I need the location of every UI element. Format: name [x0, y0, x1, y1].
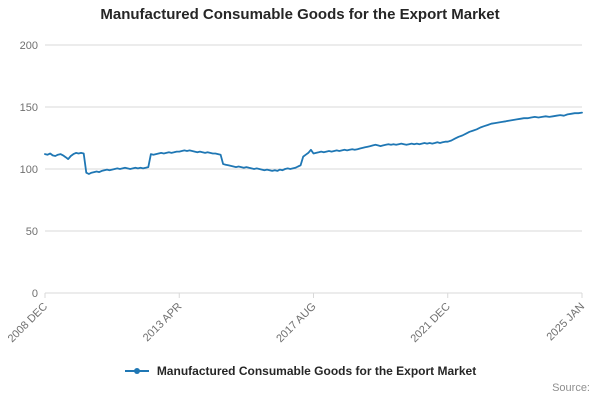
chart-title: Manufactured Consumable Goods for the Ex…	[100, 6, 500, 23]
y-tick-label: 0	[32, 288, 38, 300]
legend-marker-icon	[124, 368, 149, 374]
x-tick-label: 2013 APR	[141, 301, 185, 345]
chart-plot: 0 50 100 150 200 2008 DEC 2013 APR 2017 AUG 2021…	[6, 40, 587, 345]
x-tick-label: 2017 AUG	[274, 301, 318, 345]
source-label: Source:	[552, 382, 590, 394]
x-tick-label: 2008 DEC	[6, 301, 50, 345]
series-line[interactable]	[44, 111, 583, 175]
legend-label: Manufactured Consumable Goods for the Ex…	[156, 364, 477, 378]
x-tick-label: 2025 JAN	[544, 301, 587, 344]
x-tick-label: 2021 DEC	[408, 301, 452, 345]
y-tick-label: 100	[20, 164, 38, 176]
y-tick-label: 150	[20, 102, 38, 114]
y-tick-label: 50	[26, 226, 38, 238]
y-tick-label: 200	[20, 40, 38, 52]
legend-item[interactable]: Manufactured Consumable Goods for the Ex…	[0, 364, 600, 378]
